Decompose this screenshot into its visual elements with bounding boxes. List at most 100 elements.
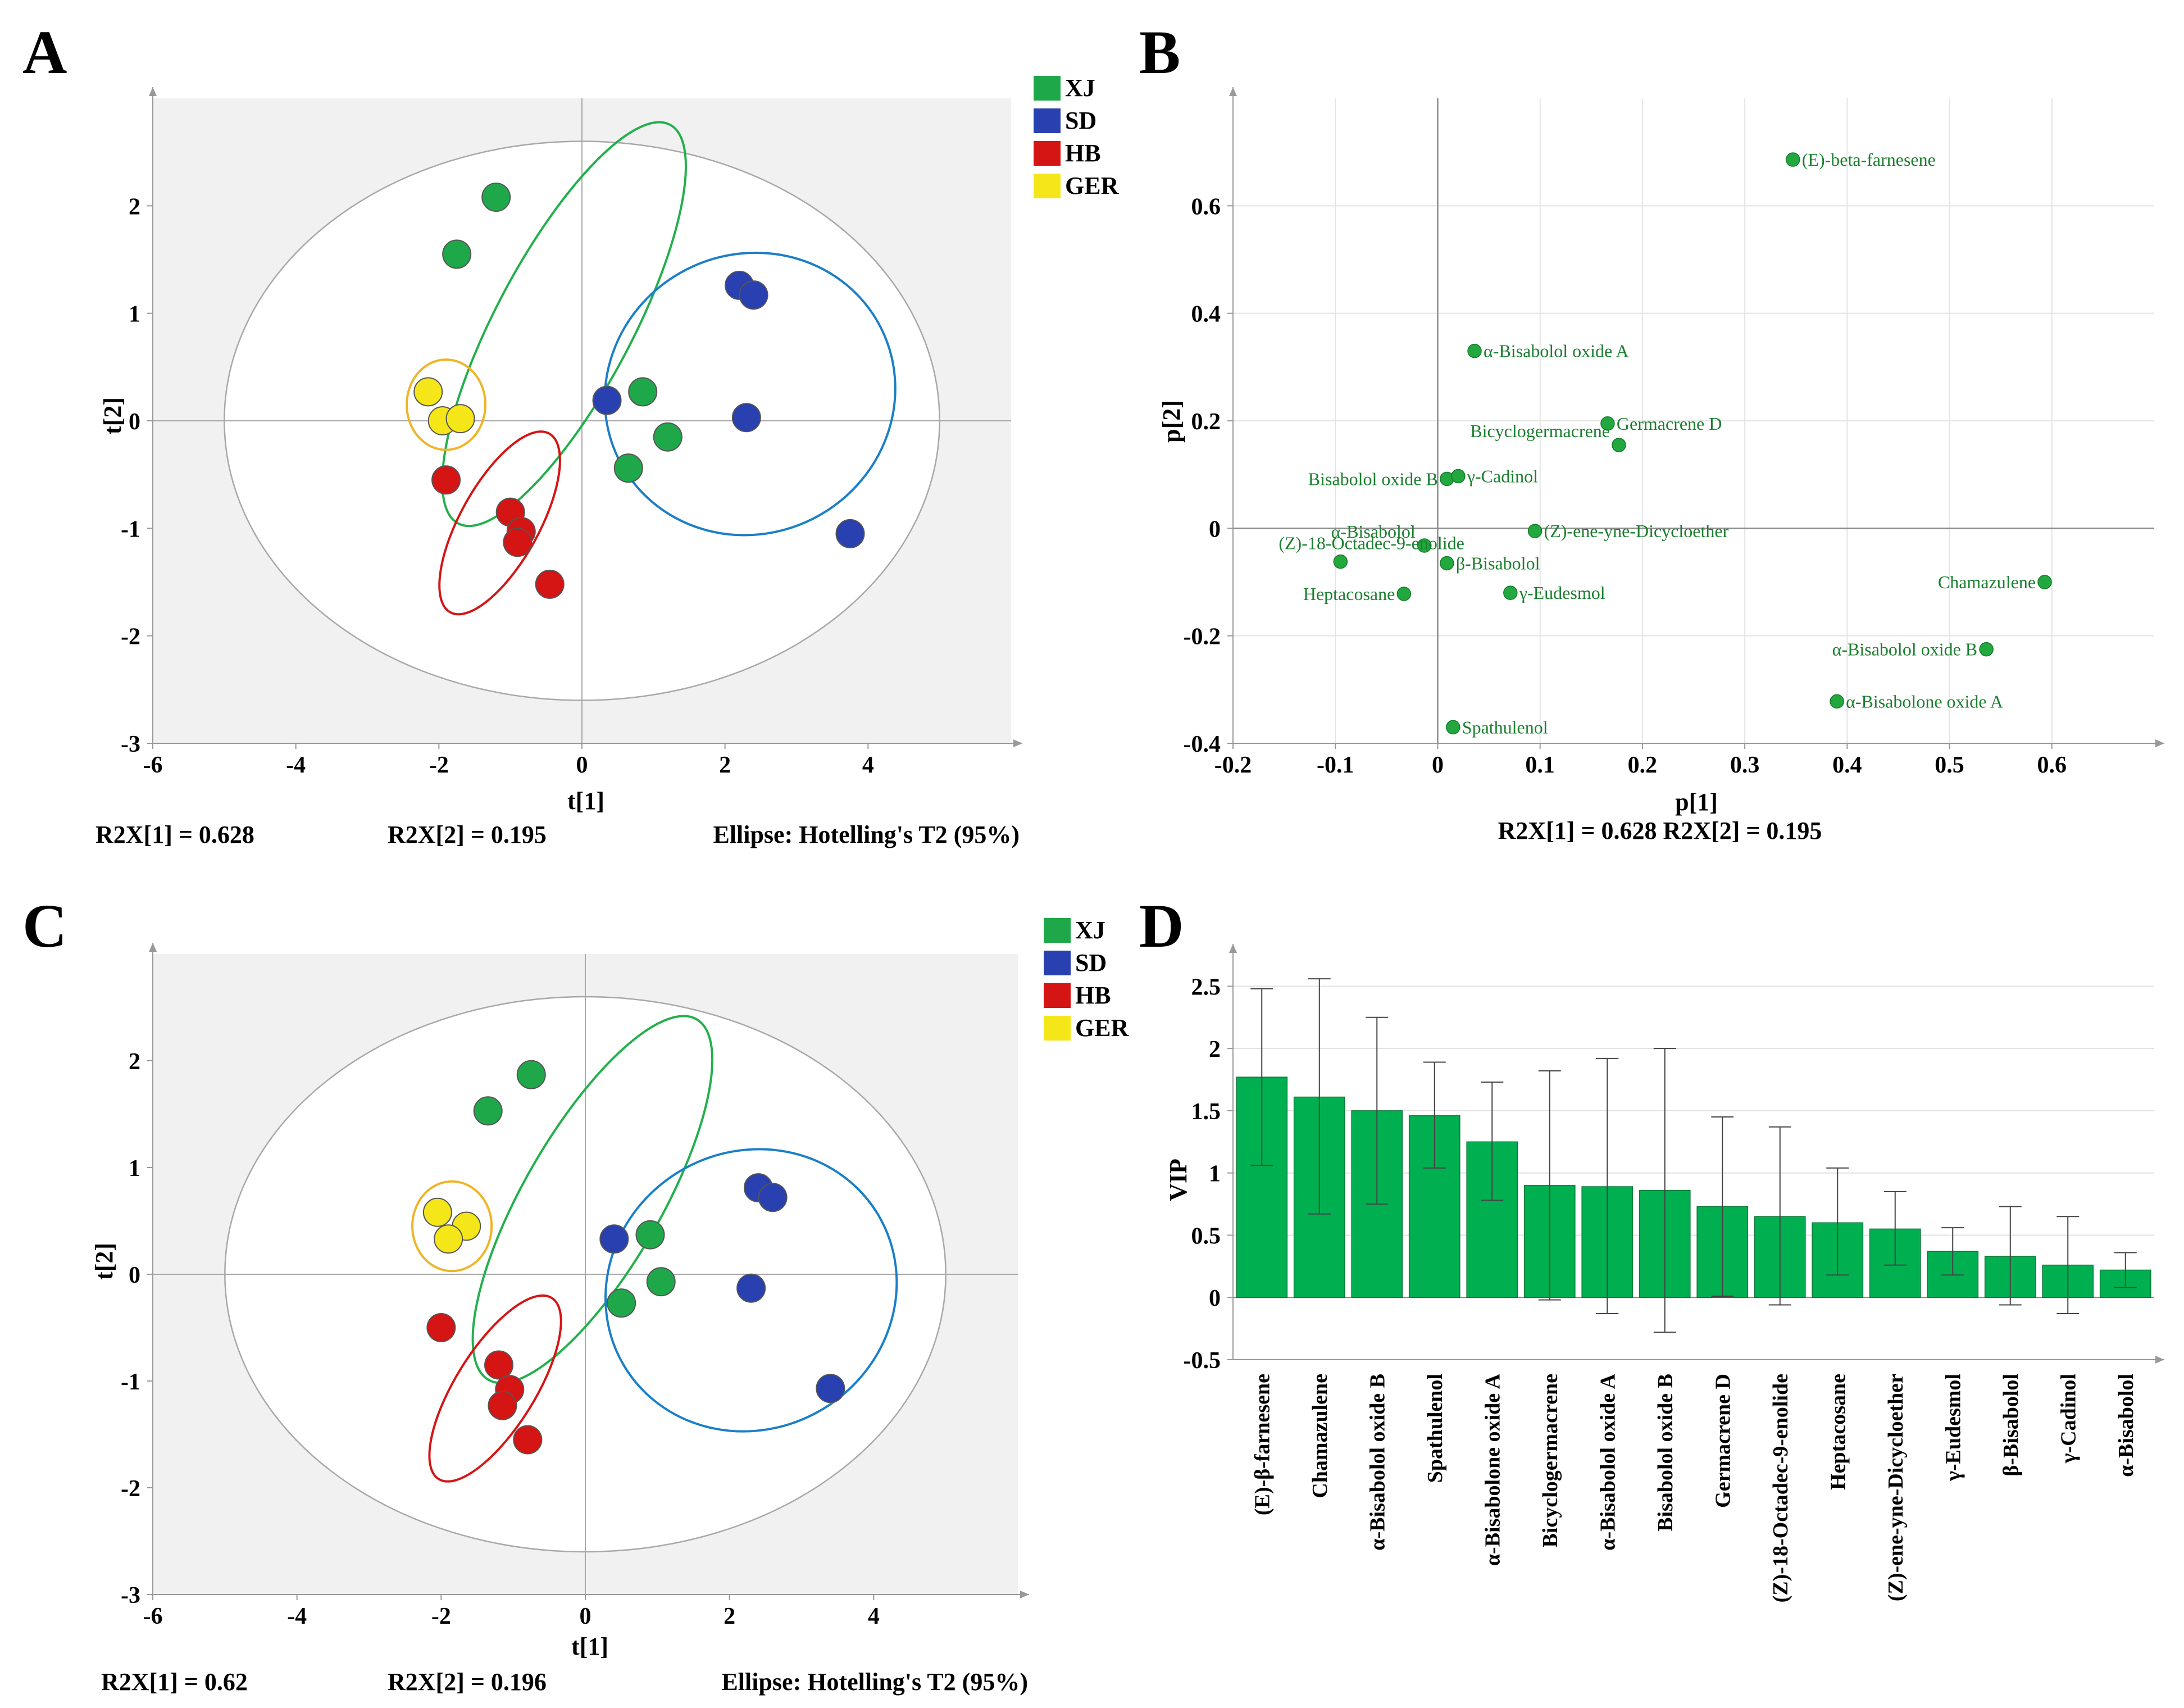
panel-a-legend-swatch-sd [1034,108,1061,133]
panel-a-score-plot: A -6 -4 -2 0 2 4 -3 -2 -1 0 1 2 XJ SD HB GER t[1] t[2]… [22,18,1120,848]
panel-a-plot-area: -6 -4 -2 0 2 4 -3 -2 -1 0 1 2 [121,87,1022,778]
panel-b-loading-point [1527,524,1543,538]
panel-b-x-tick-label: 0.1 [1525,752,1555,778]
panel-b-xlabel: p[1] [1675,788,1718,816]
panel-a-x-tick-label: -2 [429,752,449,778]
panel-b-y-axis-head [1229,87,1237,96]
panel-b-x-tick-label: 0.6 [2037,752,2067,778]
panel-a-point-hb [431,465,461,495]
panel-a-point-xj [442,239,472,269]
panel-c-plot-area: -6 -4 -2 0 2 4 -3 -2 -1 0 1 2 [121,943,1029,1629]
panel-c-ellipse-ger [411,1180,493,1273]
panel-a-legend-swatch-ger [1034,174,1061,198]
panel-b-loading-label: Heptacosane [1303,584,1395,604]
panel-c-ellipse-hb [428,1294,562,1483]
panel-d-y-tick-label: -0.5 [1184,1348,1221,1374]
panel-c-r2x1: R2X[1] = 0.62 [101,1668,248,1696]
panel-b-y-tick-label: 0.4 [1191,302,1221,328]
panel-a-xlabel: t[1] [567,787,604,815]
panel-b-y-tick-label: 0 [1209,516,1221,542]
panel-b-loading-point [1830,694,1844,709]
panel-d-category-label: α-Bisabolone oxide A [1481,1373,1504,1566]
panel-a-legend-label-xj: XJ [1065,74,1095,102]
panel-a-point-xj [613,453,643,483]
panel-c-legend-label-ger: GER [1075,1014,1130,1042]
panel-d-category-label: Chamazulene [1308,1374,1332,1498]
panel-d-category-label: γ-Cadinol [2056,1374,2080,1464]
panel-a-y-axis-head [149,87,157,96]
panel-d-y-tick-label: 2 [1209,1037,1221,1062]
panel-a-ellipse-ger [406,358,487,451]
panel-d-category-label: α-Bisabolol [2114,1374,2138,1477]
panel-a-y-tick-label: 2 [129,194,140,220]
panel-d-x-axis-head [2155,1356,2164,1364]
panel-a-ylabel: t[2] [99,397,126,434]
panel-d-category-label: Spathulenol [1423,1374,1447,1483]
panel-c-ylabel: t[2] [90,1243,118,1280]
panel-b-loading-point [1446,720,1460,735]
panel-b-loading-label: α-Bisabolol oxide B [1832,639,1978,660]
panel-b-x-axis-head [2155,739,2164,747]
panel-d-y-tick-label: 1 [1209,1161,1221,1187]
panel-a-x-tick-label: -4 [286,752,306,778]
panel-b-loading-label: Bisabolol oxide B [1308,469,1438,489]
panel-a-y-tick-label: 1 [129,302,140,328]
panel-d-category-label: (Z)-18-Octadec-9-enolide [1769,1374,1792,1602]
panel-d-letter: D [1139,892,1184,960]
panel-b-x-tick-label: 0.3 [1730,752,1760,778]
panel-b-x-tick-label: 0.2 [1628,752,1658,778]
panel-b-x-tick-label: 0.4 [1832,752,1862,778]
panel-c-letter: C [22,892,67,960]
panel-a-x-axis-head [1013,739,1022,747]
panel-a-y-tick-label: -2 [121,624,140,650]
panel-c-legend-swatch-sd [1044,951,1071,975]
panel-b-ylabel: p[2] [1158,400,1185,443]
panel-c-legend-swatch-xj [1044,918,1071,943]
panel-c-x-tick-label: 4 [868,1603,880,1629]
panel-c-x-tick-label: -2 [431,1603,451,1629]
panel-a-ellipse-hb [438,430,561,616]
panel-c-point-sd [816,1374,845,1403]
panel-b-loading-point [1396,587,1412,601]
panel-c-legend-label-hb: HB [1075,982,1111,1009]
panel-a-x-tick-label: 4 [862,752,874,778]
panel-c-point-xj [635,1220,665,1250]
panel-b-x-tick-label: 0 [1432,752,1444,778]
panel-a-legend-label-hb: HB [1065,139,1101,167]
panel-b-loading-point [1451,469,1466,484]
panel-b-loading-label: β-Bisabolol [1456,553,1540,574]
panel-c-point-hb [488,1391,517,1420]
panel-b-loading-label: (E)-beta-farnesene [1802,149,1936,170]
panel-c-score-plot: C -6 -4 -2 0 2 4 -3 -2 -1 0 1 2 XJ SD HB GER t[1] t[2]… [22,892,1130,1696]
panel-a-legend-label-ger: GER [1065,172,1120,199]
panel-d-plot-area: -0.5 0 0.5 1 1.5 2 2.5 (E)-β-farnesene Chamazule… [1184,944,2164,1602]
panel-b-y-tick-label: 0.6 [1191,194,1221,220]
panel-d-category-label: α-Bisabolol oxide B [1366,1374,1389,1551]
panel-c-point-sd [758,1183,788,1212]
panel-d-category-label: β-Bisabolol [1999,1374,2023,1477]
panel-a-point-xj [481,183,511,212]
panel-c-xlabel: t[1] [571,1633,608,1660]
panel-c-y-tick-label: -2 [121,1476,140,1502]
panel-b-footer: R2X[1] = 0.628 R2X[2] = 0.195 [1498,817,1822,844]
panel-c-point-hb [484,1350,513,1380]
panel-a-point-ger [413,377,443,407]
panel-d-y-tick-label: 0 [1209,1285,1221,1311]
panel-c-y-tick-label: -3 [121,1583,140,1609]
panel-a-x-tick-label: -6 [143,752,163,778]
panel-b-letter: B [1139,18,1180,87]
panel-b-loading-plot: B -0.2 -0.1 0 0.1 0.2 0.3 0.4 0.5 0.6-0.4-0.200.… [1139,18,2164,844]
panel-b-loading-point [2037,575,2052,589]
panel-b-loading-label: Spathulenol [1462,717,1548,737]
panel-c-legend-swatch-hb [1044,983,1071,1008]
panel-d-y-tick-label: 0.5 [1191,1223,1221,1249]
panel-c-point-sd [736,1273,766,1303]
panel-b-loading-point [1612,438,1626,452]
panel-a-y-tick-label: -1 [121,516,140,542]
panel-d-category-label: Heptacosane [1826,1374,1850,1490]
panel-b-loading-point [1979,642,1994,657]
panel-b-loading-label: Bicyclogermacrene [1470,421,1610,441]
panel-a-point-xj [653,422,683,452]
panel-b-x-tick-label: 0.5 [1935,752,1964,778]
panel-c-point-xj [646,1267,676,1297]
